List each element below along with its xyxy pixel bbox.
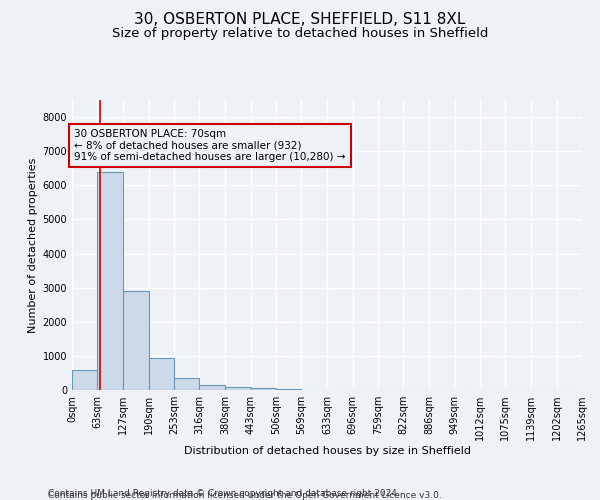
- Text: Contains public sector information licensed under the Open Government Licence v3: Contains public sector information licen…: [48, 491, 442, 500]
- Bar: [72, 370, 97, 390]
- Bar: [225, 387, 251, 390]
- Bar: [149, 358, 174, 390]
- Y-axis label: Number of detached properties: Number of detached properties: [28, 158, 38, 332]
- Bar: [97, 172, 123, 390]
- Text: 30 OSBERTON PLACE: 70sqm
← 8% of detached houses are smaller (932)
91% of semi-d: 30 OSBERTON PLACE: 70sqm ← 8% of detache…: [74, 129, 346, 162]
- Text: Contains HM Land Registry data © Crown copyright and database right 2024.: Contains HM Land Registry data © Crown c…: [48, 488, 400, 498]
- Text: Size of property relative to detached houses in Sheffield: Size of property relative to detached ho…: [112, 28, 488, 40]
- Bar: [199, 384, 225, 390]
- Text: 30, OSBERTON PLACE, SHEFFIELD, S11 8XL: 30, OSBERTON PLACE, SHEFFIELD, S11 8XL: [134, 12, 466, 28]
- Bar: [251, 388, 276, 390]
- Bar: [174, 378, 199, 390]
- Bar: [123, 291, 149, 390]
- X-axis label: Distribution of detached houses by size in Sheffield: Distribution of detached houses by size …: [184, 446, 470, 456]
